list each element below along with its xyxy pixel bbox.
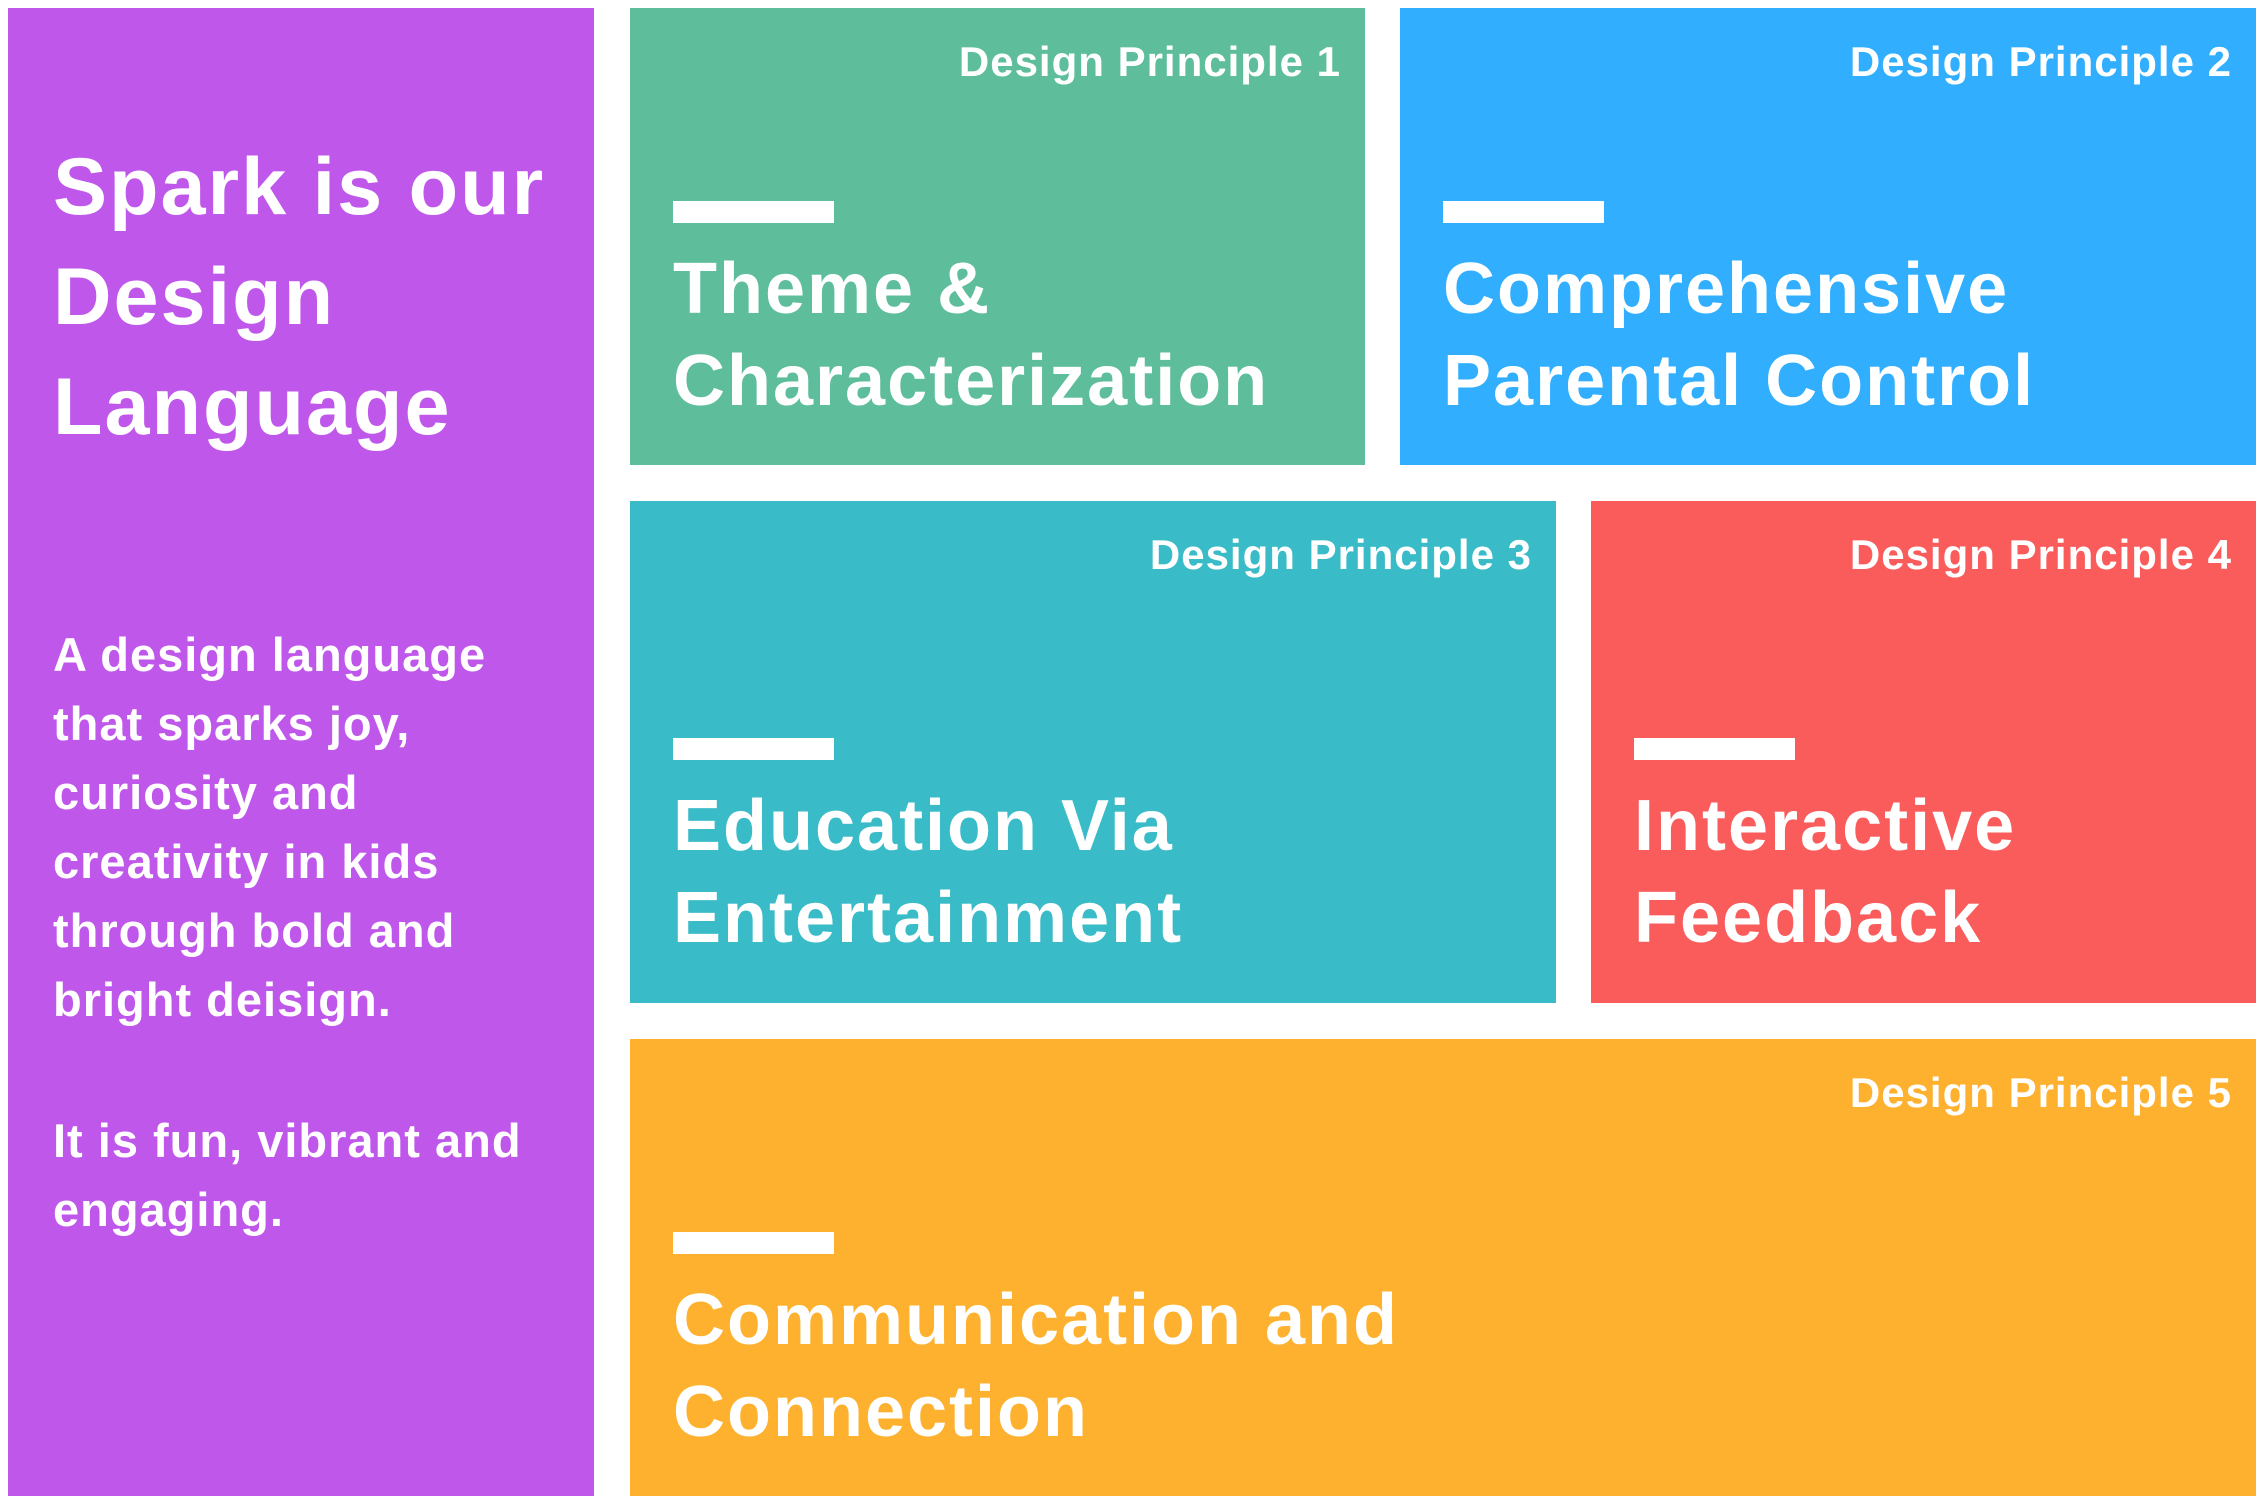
principle-label: Design Principle 2 <box>1849 38 2232 85</box>
intro-tagline: It is fun, vibrant and engaging. <box>53 1114 522 1236</box>
accent-bar <box>673 738 834 760</box>
principle-card-4: Design Principle 4 Interactive Feedback <box>1591 501 2256 1003</box>
accent-bar <box>1634 738 1795 760</box>
accent-bar <box>673 201 834 223</box>
principle-label: Design Principle 1 <box>958 38 1341 85</box>
principle-card-1: Design Principle 1 Theme & Characterizat… <box>630 8 1365 465</box>
accent-bar <box>673 1232 834 1254</box>
principle-card-2: Design Principle 2 Comprehensive Parenta… <box>1400 8 2256 465</box>
principle-card-5: Design Principle 5 Communication and Con… <box>630 1039 2256 1496</box>
principle-label: Design Principle 3 <box>1149 531 1532 578</box>
intro-panel: Spark is our Design Language A design la… <box>8 8 594 1496</box>
principle-label: Design Principle 5 <box>1849 1069 2232 1116</box>
principle-title: Theme & Characterization <box>673 249 1270 421</box>
intro-title: Spark is our Design Language <box>53 142 546 452</box>
accent-bar <box>1443 201 1604 223</box>
principle-title: Comprehensive Parental Control <box>1443 249 2036 421</box>
principle-title: Interactive Feedback <box>1634 786 2017 958</box>
intro-description: A design language that sparks joy, curio… <box>53 628 487 1026</box>
principle-title: Education Via Entertainment <box>673 786 1184 958</box>
principle-label: Design Principle 4 <box>1849 531 2232 578</box>
principle-title: Communication and Connection <box>673 1280 1400 1452</box>
principle-card-3: Design Principle 3 Education Via Enterta… <box>630 501 1556 1003</box>
